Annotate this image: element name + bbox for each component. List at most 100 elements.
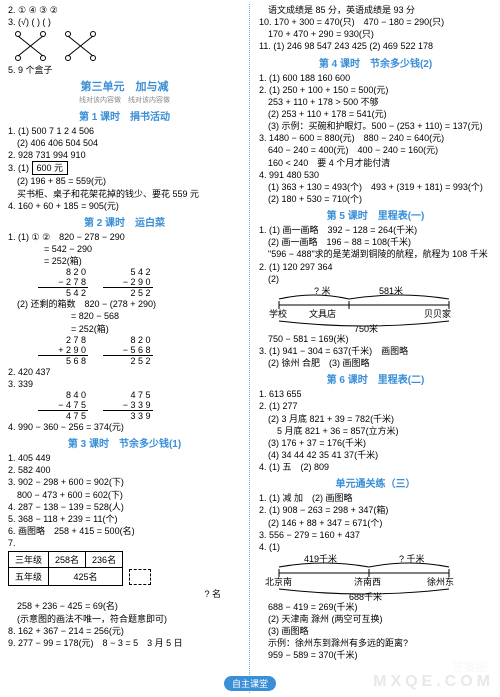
text: (2) 画一画略 196 − 88 = 108(千米) — [259, 236, 492, 248]
text: (4) 34 44 42 35 41 37(千米) — [259, 449, 492, 461]
lesson-title: 第 4 课时 节余多少钱(2) — [259, 55, 492, 70]
text: 640 − 240 = 400(元) 400 − 240 = 160(元) — [259, 144, 492, 156]
text: 3. 556 − 279 = 160 + 437 — [259, 529, 492, 541]
svg-text:济南西: 济南西 — [354, 576, 381, 587]
text: (3) 示例：买碗和护眼灯。500 − (253 + 110) = 137(元) — [259, 120, 492, 132]
svg-text:北京南: 北京南 — [265, 576, 292, 587]
text: 170 + 470 + 290 = 930(只) — [259, 28, 492, 40]
text: (2) 180 + 530 = 710(个) — [259, 193, 492, 205]
lesson-title: 第 2 课时 运白菜 — [8, 214, 241, 229]
text: 800 − 473 + 600 = 602(下) — [8, 489, 241, 501]
svg-text:688千米: 688千米 — [349, 591, 382, 601]
text: 688 − 419 = 269(千米) — [259, 601, 492, 613]
text: 11. (1) 246 98 547 243 425 (2) 469 522 1… — [259, 40, 492, 52]
text: (2) 196 + 85 = 559(元) — [8, 175, 241, 187]
text: (示意图的画法不唯一，符合题意即可) — [8, 613, 241, 625]
text: 1. (1) 600 188 160 600 — [259, 72, 492, 84]
text: 1. (1) 画一画略 392 − 128 = 264(千米) — [259, 224, 492, 236]
text: 1. 613 655 — [259, 388, 492, 400]
text: 5. 368 − 118 + 239 = 11(个) — [8, 513, 241, 525]
grade-table: 三年级258名236名 五年级425名 — [8, 551, 158, 586]
bracket-diagram-1: ? 米 581米 学校 文具店 贝贝家 750米 — [259, 285, 492, 333]
text: = 252(箱) — [8, 255, 241, 267]
text: 2. (1) 277 — [259, 400, 492, 412]
text: 2. 582 400 — [8, 464, 241, 476]
text: 2. ① ④ ③ ② — [8, 4, 241, 16]
right-column: 语文成绩是 85 分，英语成绩是 93 分 10. 170 + 300 = 47… — [259, 4, 492, 693]
svg-text:徐州东: 徐州东 — [427, 576, 454, 587]
subtitle: 线对该内容做 线对该内容做 — [8, 96, 241, 105]
text: (1) 363 + 130 = 493(个) 493 + (319 + 181)… — [259, 181, 492, 193]
unit-title: 第三单元 加与减 — [8, 78, 241, 94]
column-math-row: 8 2 0− 2 7 85 4 2 5 4 2− 2 9 02 5 2 — [38, 267, 241, 298]
text: 示例：徐州东到滁州有多远的距离? — [259, 637, 492, 649]
text: (2) 3 月底 821 + 39 = 782(千米) — [259, 413, 492, 425]
text: 1. (1) 减 加 (2) 画图略 — [259, 492, 492, 504]
text: 10. 170 + 300 = 470(只) 470 − 180 = 290(只… — [259, 16, 492, 28]
text: 9. 277 − 99 = 178(元) 8 − 3 = 5 3 月 5 日 — [8, 637, 241, 649]
text: 2. 928 731 994 910 — [8, 149, 241, 161]
lesson-title: 第 5 课时 里程表(一) — [259, 207, 492, 222]
label: 581米 — [379, 285, 403, 296]
svg-text:文具店: 文具店 — [309, 308, 336, 319]
text: 750 − 581 = 169(米) — [259, 333, 492, 345]
text: (2) — [259, 273, 492, 285]
text: (2) 253 + 110 + 178 = 541(元) — [259, 108, 492, 120]
watermark: MXQE.COM — [373, 673, 494, 691]
cross-diagram — [8, 30, 98, 62]
column-math-row: 8 4 0− 4 7 54 7 5 4 7 5− 3 3 93 3 9 — [38, 390, 241, 421]
text: 语文成绩是 85 分，英语成绩是 93 分 — [259, 4, 492, 16]
text: 4. 287 − 138 − 139 = 528(人) — [8, 501, 241, 513]
text: 4. 160 + 60 + 185 = 905(元) — [8, 200, 241, 212]
text: = 820 − 568 — [8, 310, 241, 322]
text: (2) 还剩的箱数 820 − (278 + 290) — [8, 298, 241, 310]
svg-text:学校: 学校 — [269, 308, 287, 319]
text: (3) 画图略 — [259, 625, 492, 637]
text: 160 < 240 要 4 个月才能付清 — [259, 157, 492, 169]
footer-badge: 自主课堂 — [224, 676, 276, 691]
lesson-title: 第 1 课时 捐书活动 — [8, 108, 241, 123]
text: 4. 991 480 530 — [259, 169, 492, 181]
text: "596 − 488"求的是芜湖到铜陵的航程，航程为 108 千米 — [259, 248, 492, 260]
text: 3. (1) 600 元 — [8, 161, 241, 175]
svg-text:贝贝家: 贝贝家 — [424, 308, 451, 319]
text: (3) 176 + 37 = 176(千米) — [259, 437, 492, 449]
text: 2. (1) 250 + 100 + 150 = 500(元) — [259, 84, 492, 96]
text: 8. 162 + 367 − 214 = 256(元) — [8, 625, 241, 637]
text: 2. 420 437 — [8, 366, 241, 378]
text: 1. (1) 500 7 1 2 4 506 — [8, 125, 241, 137]
text: = 542 − 290 — [8, 243, 241, 255]
text: 6. 画图略 258 + 415 = 500(名) — [8, 525, 241, 537]
lesson-title: 第 6 课时 里程表(二) — [259, 371, 492, 386]
column-math-row: 2 7 8+ 2 9 05 6 8 8 2 0− 5 6 82 5 2 — [38, 335, 241, 366]
text: ? 名 — [8, 588, 241, 600]
text: 3. 339 — [8, 378, 241, 390]
text: 2. (1) 908 − 263 = 298 + 347(箱) — [259, 504, 492, 516]
text: 买书柜、桌子和花架花掉的钱少、要花 559 元 — [8, 188, 241, 200]
text: 4. 990 − 360 − 256 = 374(元) — [8, 421, 241, 433]
text: 3. 1480 − 600 = 880(元) 880 − 240 = 640(元… — [259, 132, 492, 144]
text: 2. (1) 120 297 364 — [259, 261, 492, 273]
text: 3. (√) ( ) ( ) — [8, 16, 241, 28]
text: (2) 146 + 88 + 347 = 671(个) — [259, 517, 492, 529]
text: (2) 徐州 合肥 (3) 画图略 — [259, 357, 492, 369]
text: = 252(箱) — [8, 323, 241, 335]
bracket-diagram-2: 419千米 ? 千米 北京南 济南西 徐州东 688千米 — [259, 553, 492, 601]
svg-text:419千米: 419千米 — [304, 553, 337, 564]
text: 1. 405 449 — [8, 452, 241, 464]
text: 5 月底 821 + 36 = 857(立方米) — [259, 425, 492, 437]
dashed-box — [129, 569, 151, 585]
boxed-answer: 600 元 — [32, 161, 69, 175]
column-divider — [249, 4, 251, 693]
text: 258 + 236 − 425 = 69(名) — [8, 600, 241, 612]
unit-test-title: 单元通关练（三） — [259, 475, 492, 490]
text: 253 + 110 + 178 > 500 不够 — [259, 96, 492, 108]
left-column: 2. ① ④ ③ ② 3. (√) ( ) ( ) 5. 9 个盒子 第三单元 … — [8, 4, 241, 693]
svg-text:? 千米: ? 千米 — [399, 553, 425, 564]
text: (2) 天津南 滁州 (两空可互换) — [259, 613, 492, 625]
label: ? 米 — [314, 285, 331, 296]
text: (2) 406 406 504 504 — [8, 137, 241, 149]
text: 1. (1) ① ② 820 − 278 − 290 — [8, 231, 241, 243]
lesson-title: 第 3 课时 节余多少钱(1) — [8, 435, 241, 450]
text: 3. (1) 941 − 304 = 637(千米) 画图略 — [259, 345, 492, 357]
